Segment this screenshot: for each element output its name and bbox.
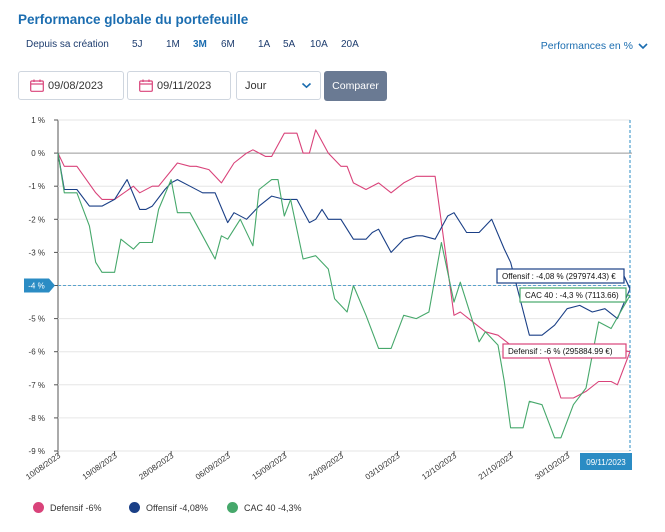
y-tick-label: -6 % xyxy=(29,348,45,357)
compare-button[interactable]: Comparer xyxy=(324,71,387,101)
y-tick-label: -3 % xyxy=(29,248,45,257)
legend-item-cac40[interactable]: CAC 40 -4,3% xyxy=(227,502,302,513)
tooltip-cac40: CAC 40 : -4,3 % (7113.66) xyxy=(525,291,619,300)
x-tick-label: 30/10/2023 xyxy=(533,451,571,482)
period-10y[interactable]: 10A xyxy=(310,39,328,50)
y-cursor-label-bg xyxy=(24,278,49,293)
y-tick-label: -5 % xyxy=(29,315,45,324)
y-tick-label: -9 % xyxy=(29,447,45,456)
legend-label: Defensif xyxy=(50,502,84,513)
x-tick-label: 28/08/2023 xyxy=(137,451,175,482)
y-axis-ticks: 1 % 0 % -1 % -2 % -3 % -4 % -5 % -6 % -7 % -8 % -9… xyxy=(29,116,58,456)
x-tick-label: 21/10/2023 xyxy=(477,451,515,482)
x-tick-label: 24/09/2023 xyxy=(307,451,345,482)
series-line-offensif xyxy=(57,153,631,336)
x-cursor-label-bg xyxy=(580,453,632,470)
x-axis-ticks: 10/08/2023 19/08/2023 28/08/2023 06/09/2023… xyxy=(24,451,572,482)
chart-lines xyxy=(57,129,631,439)
period-3m[interactable]: 3M xyxy=(193,39,207,50)
y-tick-label: -7 % xyxy=(29,381,45,390)
performance-mode-label: Performances en % xyxy=(540,40,633,52)
page-title: Performance globale du portefeuille xyxy=(18,12,249,27)
y-tick-label: 1 % xyxy=(31,116,45,125)
tooltip-defensif: Defensif : -6 % (295884.99 €) xyxy=(508,347,613,356)
x-tick-label: 15/09/2023 xyxy=(250,451,288,482)
y-cursor-label: -4 % xyxy=(28,282,44,291)
x-tick-label: 03/10/2023 xyxy=(364,451,402,482)
legend-value: -6% xyxy=(85,502,102,513)
y-cursor-label-pointer xyxy=(49,278,55,293)
legend-item-offensif[interactable]: Offensif -4,08% xyxy=(129,502,208,513)
performance-mode-dropdown[interactable]: Performances en % xyxy=(541,40,649,52)
period-1m[interactable]: 1M xyxy=(166,39,180,50)
granularity-value: Jour xyxy=(245,79,267,92)
legend-swatch-offensif xyxy=(129,502,140,513)
date-to-field[interactable]: 09/11/2023 xyxy=(127,71,231,100)
y-tick-label: -1 % xyxy=(29,182,45,191)
legend-swatch-defensif xyxy=(33,502,44,513)
tooltip-offensif: Offensif : -4,08 % (297974.43) € xyxy=(502,272,616,281)
chart-overlays: -4 % 09/11/2023 Offensif : -4,08 % (297974… xyxy=(24,120,632,470)
chevron-down-icon xyxy=(637,42,649,50)
legend-swatch-cac40 xyxy=(227,502,238,513)
y-tick-label: 0 % xyxy=(31,149,45,158)
series-line-cac40 xyxy=(57,153,631,439)
date-from-field[interactable]: 09/08/2023 xyxy=(18,71,124,100)
x-tick-label: 12/10/2023 xyxy=(420,451,458,482)
performance-chart: 1 % 0 % -1 % -2 % -3 % -4 % -5 % -6 % -7 % -8 % -9… xyxy=(24,116,632,482)
tooltip-defensif-pointer xyxy=(625,350,631,353)
legend-label: Offensif xyxy=(146,502,177,513)
legend-label: CAC 40 xyxy=(244,502,276,513)
chevron-down-icon xyxy=(301,80,312,92)
legend-value: -4,08% xyxy=(179,502,208,513)
x-tick-label: 19/08/2023 xyxy=(81,451,119,482)
x-cursor-label: 09/11/2023 xyxy=(586,458,626,467)
granularity-select[interactable]: Jour xyxy=(236,71,321,100)
period-1y[interactable]: 1A xyxy=(258,39,271,50)
period-5d[interactable]: 5J xyxy=(132,39,143,50)
calendar-icon xyxy=(128,79,157,92)
period-since-creation[interactable]: Depuis sa création xyxy=(26,39,109,50)
period-5y[interactable]: 5A xyxy=(283,39,296,50)
date-from-value: 09/08/2023 xyxy=(48,79,104,92)
legend-value: -4,3% xyxy=(278,502,302,513)
x-tick-label: 06/09/2023 xyxy=(194,451,232,482)
calendar-icon xyxy=(19,79,48,92)
tooltip-offensif-pointer xyxy=(623,275,631,290)
y-tick-label: -2 % xyxy=(29,215,45,224)
period-6m[interactable]: 6M xyxy=(221,39,235,50)
legend-item-defensif[interactable]: Defensif -6% xyxy=(33,502,102,513)
y-tick-label: -8 % xyxy=(29,414,45,423)
date-to-value: 09/11/2023 xyxy=(157,79,212,92)
period-20y[interactable]: 20A xyxy=(341,39,359,50)
